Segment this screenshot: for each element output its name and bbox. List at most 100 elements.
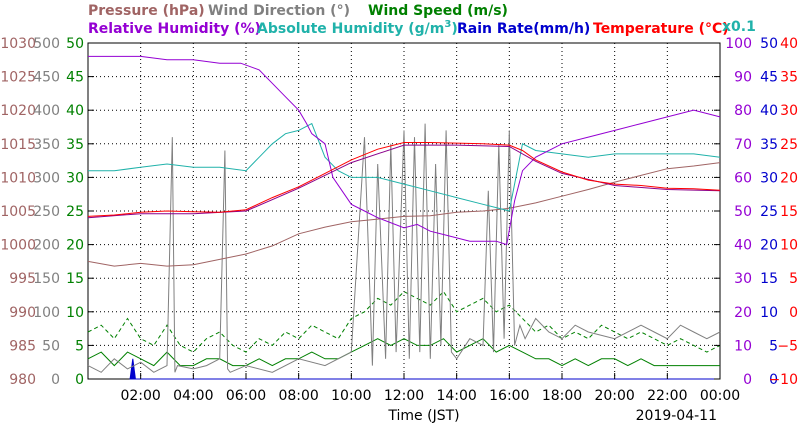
relative-humidity-tick-label: 90 [734,70,752,86]
wind-direction-tick-label: 500 [33,36,60,52]
wind-speed-tick-label: 35 [66,137,84,153]
series-wind-speed-max [87,290,721,353]
wind-direction-tick-label: 50 [42,338,60,354]
relative-humidity-tick-label: 30 [734,271,752,287]
series-pressure [87,162,721,267]
rain-rate-tick-label: 10 [760,305,778,321]
series-rain-rate [129,358,720,380]
pressure-tick-label: 1015 [0,137,36,153]
header-absolute-humidity-main: Absolute Humidity (g/m [257,21,444,37]
pressure-tick-label: 1025 [0,70,36,86]
chart-header: Pressure (hPa) Wind Direction (°) Wind S… [88,3,756,37]
x-tick-label: 10:00 [331,388,371,404]
rain-rate-tick-label: 40 [760,103,778,119]
temperature-tick-label: 25 [780,137,798,153]
x-axis: 02:00 04:00 06:00 08:00 10:00 12:00 14:00 16:00… [120,373,740,404]
x-tick-label: 02:00 [120,388,160,404]
rain-rate-tick-label: 45 [760,70,778,86]
x-tick-label: 04:00 [173,388,213,404]
wind-direction-tick-label: 250 [33,204,60,220]
pressure-tick-label: 1030 [0,36,36,52]
relative-humidity-tick-label: 50 [734,204,752,220]
relative-humidity-tick-label: 20 [734,305,752,321]
relative-humidity-tick-label: 60 [734,170,752,186]
x-tick-label: 06:00 [226,388,266,404]
rain-rate-tick-label: 35 [760,137,778,153]
rain-rate-tick-label: 30 [760,170,778,186]
x-tick-label: 20:00 [594,388,634,404]
wind-speed-tick-label: 45 [66,70,84,86]
series-temperature [87,142,721,217]
header-absolute-humidity: Absolute Humidity (g/m3) [257,19,458,37]
header-temperature: Temperature (°C) [593,21,729,37]
pressure-tick-label: 1020 [0,103,36,119]
wind-direction-tick-label: 0 [51,372,60,388]
x-tick-label: 18:00 [542,388,582,404]
pressure-tick-label: 985 [9,338,36,354]
temperature-tick-label: −10 [768,372,798,388]
relative-humidity-tick-label: 0 [743,372,752,388]
wind-speed-tick-label: 30 [66,170,84,186]
wind-speed-tick-label: 15 [66,271,84,287]
header-rain-rate: Rain Rate(mm/h) [457,21,590,37]
pressure-tick-label: 1000 [0,238,36,254]
x-tick-label: 12:00 [384,388,424,404]
wind-direction-tick-label: 400 [33,103,60,119]
y-axes: 9809859909951000100510101015102010251030… [0,36,798,388]
temperature-tick-label: 0 [789,305,798,321]
series-wind-direction [87,123,721,373]
rain-rate-tick-label: 15 [760,271,778,287]
wind-speed-tick-label: 50 [66,36,84,52]
wind-direction-tick-label: 200 [33,238,60,254]
rain-rate-tick-label: 0 [769,372,778,388]
temperature-tick-label: 15 [780,204,798,220]
wind-direction-tick-label: 100 [33,305,60,321]
relative-humidity-tick-label: 10 [734,338,752,354]
header-multiplier: x0.1 [722,19,756,35]
plot-area [87,42,721,380]
relative-humidity-tick-label: 80 [734,103,752,119]
temperature-tick-label: 20 [780,170,798,186]
header-absolute-humidity-tail: ) [451,21,457,37]
rain-rate-tick-label: 5 [769,338,778,354]
relative-humidity-tick-label: 70 [734,137,752,153]
pressure-tick-label: 995 [9,271,36,287]
x-tick-label: 14:00 [436,388,476,404]
relative-humidity-tick-label: 40 [734,238,752,254]
relative-humidity-tick-label: 100 [725,36,752,52]
temperature-tick-label: 10 [780,238,798,254]
wind-speed-tick-label: 5 [75,338,84,354]
x-tick-label: 16:00 [489,388,529,404]
rain-rate-tick-label: 50 [760,36,778,52]
rain-rate-tick-label: 25 [760,204,778,220]
x-tick-label: 00:00 [700,388,740,404]
wind-speed-tick-label: 10 [66,305,84,321]
series-relative-humidity [88,55,721,246]
temperature-tick-label: 30 [780,103,798,119]
pressure-tick-label: 1005 [0,204,36,220]
temperature-tick-label: 35 [780,70,798,86]
wind-speed-tick-label: 20 [66,238,84,254]
series-absolute-humidity [88,122,721,212]
series-layer [87,55,721,380]
temperature-tick-label: 5 [789,271,798,287]
header-absolute-humidity-sup: 3 [444,19,451,30]
x-tick-label: 22:00 [647,388,687,404]
wind-speed-tick-label: 25 [66,204,84,220]
temperature-tick-label: 40 [780,36,798,52]
wind-direction-tick-label: 150 [33,271,60,287]
wind-direction-tick-label: 450 [33,70,60,86]
rain-rate-tick-label: 20 [760,238,778,254]
header-wind-direction: Wind Direction (°) [208,3,350,19]
header-relative-humidity: Relative Humidity (%) [88,21,261,37]
x-tick-label: 08:00 [278,388,318,404]
chart-date: 2019-04-11 [636,408,717,424]
header-wind-speed: Wind Speed (m/s) [368,3,508,19]
series-wind-speed-avg [87,338,720,367]
pressure-tick-label: 990 [9,305,36,321]
wind-speed-tick-label: 0 [75,372,84,388]
series-temperature-2 [87,144,721,219]
header-pressure: Pressure (hPa) [88,3,205,19]
grid-lines [88,43,720,379]
